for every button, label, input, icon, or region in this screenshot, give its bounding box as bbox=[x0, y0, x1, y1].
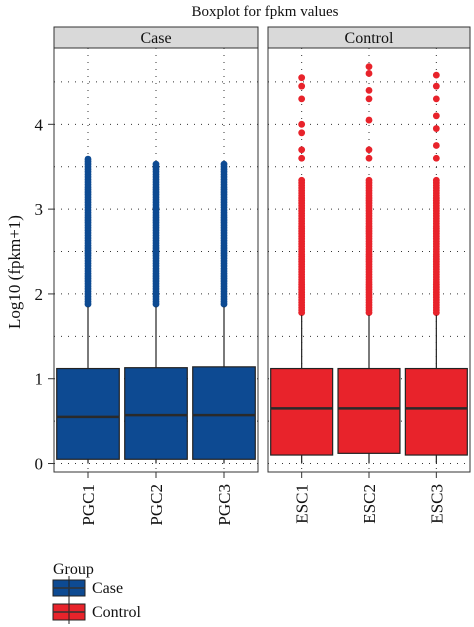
facet-strip-label: Case bbox=[140, 30, 171, 47]
outlier-point bbox=[432, 95, 440, 103]
box-body bbox=[192, 366, 256, 460]
box-pgc2: PGC2 bbox=[124, 160, 188, 526]
legend: Group Case Control bbox=[52, 561, 141, 624]
outlier-point bbox=[365, 63, 373, 71]
y-tick-label: 3 bbox=[35, 200, 44, 219]
legend-title: Group bbox=[53, 561, 94, 578]
x-tick-label: ESC3 bbox=[427, 484, 446, 524]
box-body bbox=[270, 367, 334, 456]
outlier-point bbox=[298, 154, 306, 162]
outlier-point bbox=[365, 70, 373, 77]
facet-strip-label: Control bbox=[345, 30, 394, 47]
outlier-point bbox=[365, 154, 373, 162]
outlier-point bbox=[432, 112, 440, 120]
x-tick-label: ESC1 bbox=[293, 484, 312, 524]
chart-title: Boxplot for fpkm values bbox=[191, 4, 338, 20]
y-tick-label: 0 bbox=[35, 455, 44, 474]
box-esc3: ESC3 bbox=[404, 71, 468, 524]
outlier-point bbox=[220, 160, 228, 168]
x-tick-label: PGC2 bbox=[147, 484, 166, 526]
box-body bbox=[56, 367, 120, 460]
outlier-point bbox=[365, 116, 373, 124]
legend-entry-control: Control bbox=[52, 600, 141, 624]
outlier-point bbox=[298, 176, 306, 184]
outlier-point bbox=[84, 155, 92, 163]
outlier-point bbox=[432, 142, 440, 149]
legend-label: Case bbox=[92, 580, 123, 597]
outlier-point bbox=[298, 74, 306, 82]
box-body bbox=[404, 367, 468, 456]
x-tick-label: ESC2 bbox=[360, 484, 379, 524]
outlier-point bbox=[298, 146, 306, 154]
panel-case: Case PGC1 PGC2 PGC3 bbox=[53, 26, 259, 526]
y-axis-label: Log10 (fpkm+1) bbox=[5, 215, 24, 329]
outlier-point bbox=[365, 95, 373, 103]
outlier-point bbox=[298, 82, 306, 90]
y-tick-label: 2 bbox=[35, 285, 44, 304]
y-axis: 0 1 2 3 4 bbox=[35, 115, 54, 474]
panel-control: Control ESC1 ESC2 ESC3 bbox=[267, 26, 471, 524]
box-esc1: ESC1 bbox=[270, 74, 334, 524]
box-body bbox=[124, 367, 188, 460]
box-body bbox=[337, 367, 401, 454]
legend-label: Control bbox=[92, 604, 141, 621]
outlier-point bbox=[152, 160, 160, 168]
outlier-point bbox=[298, 129, 306, 137]
outlier-point bbox=[432, 82, 440, 90]
facet-panels: Case PGC1 PGC2 PGC3 Control ESC1 ESC2 ESC3 bbox=[53, 26, 471, 526]
outlier-point bbox=[432, 71, 440, 79]
x-tick-label: PGC3 bbox=[215, 484, 234, 526]
outlier-point bbox=[365, 146, 373, 154]
outlier-point bbox=[432, 125, 440, 132]
outlier-point bbox=[298, 95, 306, 103]
outlier-point bbox=[365, 87, 373, 94]
outlier-point bbox=[365, 176, 373, 184]
box-pgc1: PGC1 bbox=[56, 155, 120, 526]
box-esc2: ESC2 bbox=[337, 63, 401, 524]
legend-entry-case: Case bbox=[52, 576, 123, 600]
outlier-point bbox=[432, 154, 440, 162]
x-tick-label: PGC1 bbox=[79, 484, 98, 526]
box-pgc3: PGC3 bbox=[192, 160, 256, 526]
outlier-point bbox=[432, 176, 440, 184]
outlier-point bbox=[298, 120, 306, 128]
y-tick-label: 1 bbox=[35, 370, 44, 389]
y-tick-label: 4 bbox=[35, 115, 44, 134]
